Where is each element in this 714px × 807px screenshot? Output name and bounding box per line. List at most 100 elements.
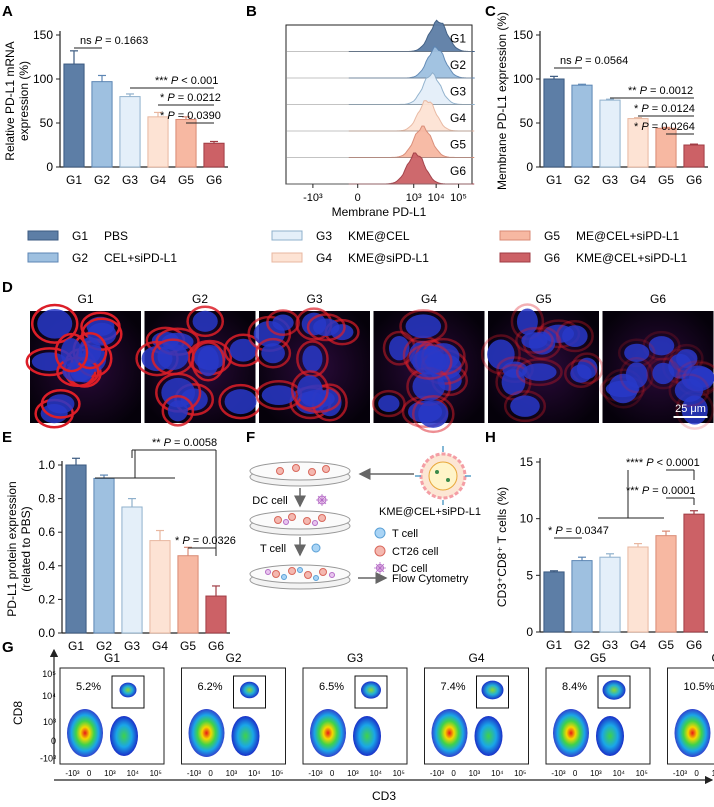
membrane-stain bbox=[266, 309, 300, 336]
membrane-stain bbox=[54, 332, 89, 373]
schematic-panel-f: KME@CEL+siPD-L1 DC cell T cell bbox=[249, 446, 481, 590]
bar-G2 bbox=[571, 560, 593, 633]
x-tick-label: 0 bbox=[208, 769, 213, 778]
nucleus bbox=[167, 400, 188, 422]
x-tick-label: G6 bbox=[686, 638, 702, 652]
sig-stars: * bbox=[548, 525, 555, 537]
x-tick-label: 10⁵ bbox=[514, 769, 526, 778]
legend-group: G3 bbox=[316, 229, 332, 243]
legend-label: KME@CEL+siPD-L1 bbox=[576, 251, 688, 265]
sig-annotation: * P = 0.0390 bbox=[160, 110, 221, 122]
sig-annotation: *** P < 0.001 bbox=[155, 75, 218, 87]
series-label: G2 bbox=[450, 58, 466, 72]
chart-panel-c: 0 50 100 150 G1 G2 G3 G4 G5 G6 Membrane PD-L1 expr… bbox=[495, 12, 708, 190]
sig-p: P bbox=[646, 457, 654, 469]
sig-value: = 0.1663 bbox=[102, 35, 148, 47]
x-tick-label: 10³ bbox=[712, 769, 714, 778]
sig-value: = 0.0390 bbox=[175, 110, 221, 122]
y-tick-label: 10⁴ bbox=[42, 691, 56, 701]
series-label: G6 bbox=[450, 164, 466, 178]
membrane-stain bbox=[186, 305, 225, 338]
density-cd3neg bbox=[674, 709, 711, 757]
legend-label: CEL+siPD-L1 bbox=[104, 251, 177, 265]
membrane-stain bbox=[306, 313, 346, 342]
histogram-panel-b: G1 G2 G3 G4 G5 G6 -10³ 0 10³ 10⁴ 10⁵ Membrane PD-L1 bbox=[285, 19, 475, 219]
y-axis-label: Relative PD-L1 mRNA bbox=[3, 41, 17, 160]
x-tick-label: 10³ bbox=[406, 192, 422, 204]
sig-annotation: * P = 0.0326 bbox=[175, 535, 236, 547]
y-tick-label: 0 bbox=[526, 625, 533, 639]
micro-title: G4 bbox=[421, 292, 437, 306]
bar-G1 bbox=[63, 63, 85, 168]
legend-dc-cell: DC cell bbox=[392, 563, 427, 575]
chart-panel-e: 0.0 0.2 0.4 0.6 0.8 1.0 G1 G2 G3 G4 G5 G6 PD-L1 prot… bbox=[5, 437, 236, 653]
sig-p: P bbox=[641, 103, 649, 115]
nucleus bbox=[60, 338, 83, 368]
y-tick-label: 10 bbox=[520, 512, 534, 526]
x-tick-label: 10³ bbox=[104, 769, 116, 778]
y-tick-label: 100 bbox=[33, 72, 53, 86]
sig-stars: *** bbox=[626, 485, 642, 497]
x-tick-label: G3 bbox=[124, 639, 140, 653]
nanoparticle-icon bbox=[415, 446, 471, 505]
y-tick-label: 0.8 bbox=[38, 492, 55, 506]
gate-percent: 5.2% bbox=[76, 681, 101, 693]
x-tick-label: 0 bbox=[330, 769, 335, 778]
sig-stars: * bbox=[160, 92, 167, 104]
sig-stars: ns bbox=[560, 55, 575, 67]
sig-value: = 0.0264 bbox=[649, 121, 695, 133]
gate-percent: 6.2% bbox=[198, 681, 223, 693]
sig-p: P bbox=[95, 35, 103, 47]
sig-stars: * bbox=[175, 535, 182, 547]
sig-value: < 0.001 bbox=[178, 75, 218, 87]
nucleus bbox=[157, 343, 189, 370]
x-tick-label: 10³ bbox=[590, 769, 602, 778]
membrane-stain bbox=[30, 303, 79, 344]
bar-G3 bbox=[599, 99, 621, 168]
culture-dish-2 bbox=[249, 510, 351, 536]
x-tick-label: G3 bbox=[602, 173, 618, 187]
sig-p: P bbox=[640, 85, 648, 97]
x-tick-label: 10⁴ bbox=[127, 769, 140, 778]
sig-value: = 0.0001 bbox=[649, 485, 695, 497]
group-legend: G1 PBS G2 CEL+siPD-L1 G3 KME@CEL G4 KME@siPD-L1… bbox=[27, 229, 688, 265]
y-tick-label: 150 bbox=[513, 28, 533, 42]
nucleus bbox=[78, 337, 102, 365]
membrane-stain bbox=[371, 389, 406, 418]
bar-G6 bbox=[203, 142, 225, 168]
microscopy-panel-d: G1 G2 G3 G4 G5 G6 25 μm bbox=[25, 292, 714, 434]
flow-title: G2 bbox=[225, 651, 241, 665]
gate-percent: 7.4% bbox=[441, 681, 466, 693]
sig-stars: * bbox=[160, 110, 167, 122]
sig-p: P bbox=[167, 92, 175, 104]
cd8-gate bbox=[597, 675, 631, 709]
membrane-stain bbox=[40, 388, 81, 419]
x-tick-label: G3 bbox=[602, 638, 618, 652]
chart-panel-a: 0 50 100 150 G1 G2 G3 G4 G5 G6 Relative PD-L1 mRNA… bbox=[3, 28, 228, 187]
x-tick-label: G5 bbox=[180, 639, 196, 653]
x-tick-label: G3 bbox=[122, 173, 138, 187]
x-tick-label: G6 bbox=[208, 639, 224, 653]
membrane-stain bbox=[405, 343, 453, 380]
sig-annotation: * P = 0.0347 bbox=[548, 525, 609, 537]
bar-G3 bbox=[119, 96, 141, 168]
nucleus bbox=[570, 364, 592, 383]
x-tick-label: 10⁴ bbox=[491, 769, 504, 778]
flow-panel-g: CD8 CD3 10⁵ 10⁴ 10³ 0 -10³ G1 5.2% -10³ 0 10³ 10⁴ 10⁵… bbox=[11, 648, 714, 803]
x-tick-label: G1 bbox=[68, 639, 84, 653]
micro-title: G5 bbox=[535, 292, 551, 306]
density-cd8pos bbox=[119, 682, 137, 698]
density-cd8pos bbox=[602, 680, 626, 700]
sig-value: = 0.0212 bbox=[175, 92, 221, 104]
scale-bar-label: 25 μm bbox=[675, 403, 706, 415]
flow-title: G6 bbox=[711, 651, 714, 665]
sig-annotation: * P = 0.0124 bbox=[634, 103, 695, 115]
y-axis-label: CD8 bbox=[11, 701, 25, 725]
membrane-stain bbox=[411, 394, 455, 434]
sig-value: = 0.0058 bbox=[171, 437, 217, 449]
gate-percent: 10.5% bbox=[684, 681, 714, 693]
sig-stars: * bbox=[634, 121, 641, 133]
bar-G2 bbox=[93, 477, 115, 634]
bar-G5 bbox=[177, 555, 199, 634]
x-tick-label: G2 bbox=[574, 173, 590, 187]
